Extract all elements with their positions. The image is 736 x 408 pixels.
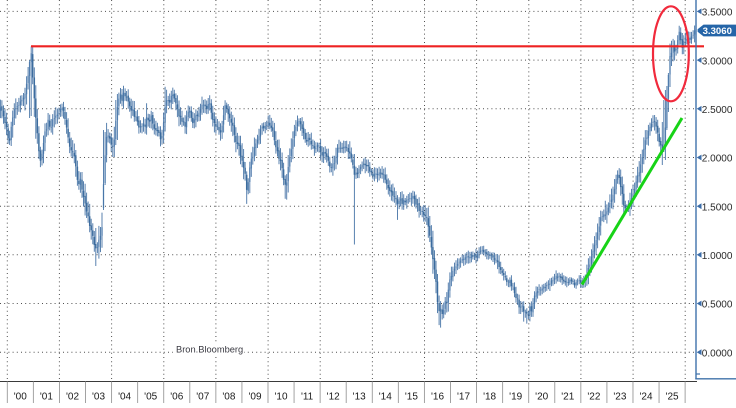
svg-text:'24: '24	[639, 392, 652, 403]
svg-text:2.0000: 2.0000	[702, 154, 733, 165]
svg-text:'06: '06	[170, 392, 183, 403]
svg-text:Bron.Bloomberg: Bron.Bloomberg	[176, 345, 243, 355]
svg-text:'08: '08	[222, 392, 235, 403]
svg-text:0.5000: 0.5000	[702, 300, 733, 311]
svg-text:3.5000: 3.5000	[702, 8, 733, 19]
svg-text:'22: '22	[587, 392, 600, 403]
svg-text:'23: '23	[613, 392, 626, 403]
svg-text:'14: '14	[379, 392, 392, 403]
svg-text:'09: '09	[248, 392, 261, 403]
svg-text:'19: '19	[509, 392, 522, 403]
svg-text:3.0000: 3.0000	[702, 56, 733, 67]
svg-text:'13: '13	[353, 392, 366, 403]
svg-text:'00: '00	[14, 392, 27, 403]
svg-text:0.0000: 0.0000	[702, 348, 733, 359]
svg-text:2.5000: 2.5000	[702, 105, 733, 116]
svg-text:'11: '11	[301, 392, 314, 403]
svg-text:'12: '12	[327, 392, 340, 403]
svg-text:'15: '15	[405, 392, 418, 403]
svg-text:'03: '03	[92, 392, 105, 403]
svg-text:'21: '21	[561, 392, 574, 403]
svg-text:'20: '20	[535, 392, 548, 403]
svg-text:'25: '25	[666, 392, 679, 403]
svg-text:1.0000: 1.0000	[702, 251, 733, 262]
svg-text:'04: '04	[118, 392, 131, 403]
svg-text:'01: '01	[40, 392, 53, 403]
svg-text:1.5000: 1.5000	[702, 202, 733, 213]
svg-text:3.3060: 3.3060	[703, 26, 732, 37]
svg-text:'18: '18	[483, 392, 496, 403]
svg-text:'07: '07	[196, 392, 209, 403]
svg-text:'05: '05	[144, 392, 157, 403]
svg-text:'17: '17	[457, 392, 470, 403]
svg-text:'10: '10	[274, 392, 287, 403]
svg-text:'02: '02	[66, 392, 79, 403]
svg-text:'16: '16	[431, 392, 444, 403]
